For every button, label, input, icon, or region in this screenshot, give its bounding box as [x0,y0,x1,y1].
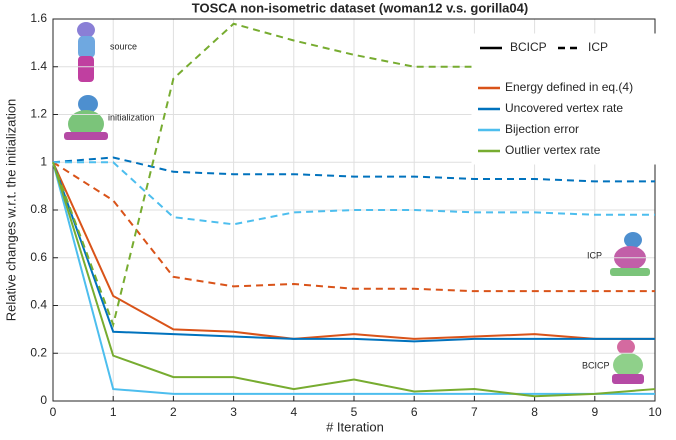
y-tick-label: 1.2 [30,107,47,121]
chart-title: TOSCA non-isometric dataset (woman12 v.s… [192,0,528,15]
x-tick-label: 1 [110,405,117,419]
legend-label: Uncovered vertex rate [505,101,623,115]
x-tick-label: 2 [170,405,177,419]
series-line [52,161,655,395]
y-tick-label: 0.6 [30,250,47,264]
legend-label: Bijection error [505,122,579,136]
x-tick-label: 5 [351,405,358,419]
x-tick-label: 4 [290,405,297,419]
x-tick-label: 10 [648,405,662,419]
annotation: BCICP [582,360,610,370]
y-tick-label: 0 [40,393,47,407]
series-line [52,161,655,343]
plot-frame [52,18,656,402]
series-line [52,161,656,398]
x-tick-label: 9 [591,405,598,419]
x-tick-label: 3 [230,405,237,419]
series-line [53,161,655,226]
y-tick-label: 1.4 [30,59,47,73]
y-tick-label: 0.8 [30,202,47,216]
series-line [52,161,655,340]
y-axis-label: Relative changes w.r.t. the initializati… [3,99,18,322]
legend-label: Outlier vertex rate [505,143,601,157]
legend-box [471,33,659,165]
x-axis-label: # Iteration [326,419,384,434]
annotation: ICP [587,250,602,260]
y-tick-label: 0.2 [30,345,47,359]
x-tick-label: 0 [50,405,57,419]
y-tick-label: 1 [40,154,47,168]
legend-style-label: BCICP [510,40,547,54]
x-tick-label: 8 [531,405,538,419]
annotation: source [110,41,137,51]
legend: BCICP ICP Energy defined in eq.(4) Uncovere… [471,33,659,165]
thumbnail-initialization [64,95,108,140]
x-tick-label: 6 [411,405,418,419]
thumbnail-source [77,22,95,82]
legend-label: Energy defined in eq.(4) [505,80,633,94]
series-line [52,161,655,293]
y-tick-label: 1.6 [30,11,47,25]
x-tick-label: 7 [471,405,478,419]
thumbnail-bcicp [612,339,644,384]
annotation: initialization [108,112,155,122]
series-line [52,156,655,183]
y-tick-label: 0.4 [30,298,47,312]
legend-style-label: ICP [588,40,608,54]
thumbnail-icp [610,232,650,276]
